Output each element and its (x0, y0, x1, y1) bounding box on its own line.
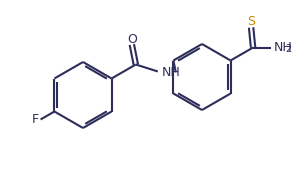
Text: NH: NH (274, 41, 293, 54)
Text: 2: 2 (285, 45, 291, 55)
Text: NH: NH (162, 66, 181, 79)
Text: O: O (127, 33, 137, 46)
Text: F: F (31, 113, 39, 126)
Text: S: S (247, 15, 255, 28)
